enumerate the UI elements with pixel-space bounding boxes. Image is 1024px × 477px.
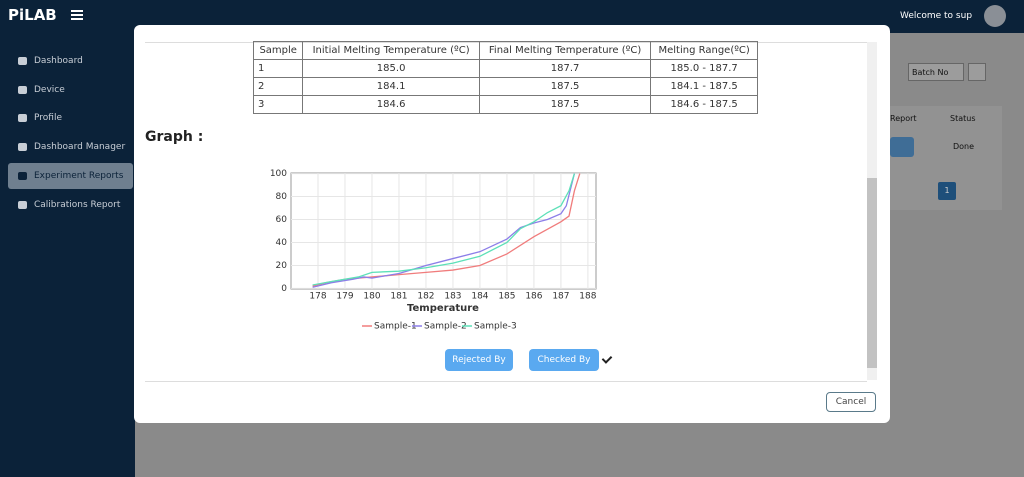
- x-tick-label: 184: [471, 292, 488, 302]
- x-tick-label: 181: [390, 292, 407, 302]
- legend-label: Sample-3: [474, 322, 517, 332]
- table-cell: 2: [252, 77, 304, 96]
- welcome-text: Welcome to sup: [900, 11, 973, 21]
- legend-label: Sample-2: [424, 322, 467, 332]
- status: Done: [953, 142, 975, 151]
- table-header: Melting Range(ºC): [650, 41, 758, 60]
- nav-label: Profile: [34, 113, 62, 123]
- x-tick-label: 186: [525, 292, 542, 302]
- nav-item[interactable]: Dashboard: [8, 48, 133, 74]
- table-cell: 1: [252, 59, 304, 78]
- y-tick-label: 80: [276, 192, 288, 202]
- legend-label: Sample-1: [374, 322, 417, 332]
- nav-item[interactable]: Profile: [8, 105, 133, 131]
- graph-heading: Graph :: [145, 129, 204, 145]
- table-cell: 187.5: [478, 95, 652, 114]
- rejected-button[interactable]: Rejected By: [445, 349, 513, 371]
- y-tick-label: 60: [276, 215, 288, 225]
- table-cell: 185.0: [302, 59, 480, 78]
- checked-button[interactable]: Checked By: [529, 349, 599, 371]
- x-tick-label: 185: [498, 292, 515, 302]
- chart: Temperature 0 20 40 60 80 100 178 179 180 181 182 1…: [270, 169, 597, 332]
- batch-select[interactable]: Batch No: [908, 63, 964, 81]
- nav-item[interactable]: Calibrations Report: [8, 192, 133, 218]
- table-header: Initial Melting Temperature (ºC): [302, 41, 480, 60]
- table-cell: 184.1 - 187.5: [650, 77, 758, 96]
- table-cell: 187.7: [478, 59, 652, 78]
- plot-area: [290, 172, 597, 290]
- series-line: [312, 173, 576, 288]
- x-tick-label: 179: [336, 292, 353, 302]
- table-cell: 185.0 - 187.7: [650, 59, 758, 78]
- x-tick-label: 188: [579, 292, 596, 302]
- x-tick-label: 183: [444, 292, 461, 302]
- x-axis-label: Temperature: [407, 303, 479, 314]
- table-cell: 184.6 - 187.5: [650, 95, 758, 114]
- nav-label: Dashboard: [34, 56, 83, 66]
- table-cell: 3: [252, 95, 304, 114]
- x-tick-label: 187: [552, 292, 569, 302]
- series-line: [312, 173, 576, 286]
- table-cell: 184.6: [302, 95, 480, 114]
- y-tick-label: 20: [276, 261, 288, 271]
- nav-label: Experiment Reports: [34, 171, 124, 181]
- nav-item[interactable]: Experiment Reports: [8, 163, 133, 189]
- avatar[interactable]: [984, 5, 1006, 27]
- x-tick-label: 182: [417, 292, 434, 302]
- brand: PiLAB: [8, 6, 57, 24]
- results-table: Sample Initial Melting Temperature (ºC) Fi…: [252, 41, 758, 114]
- sidebar: [0, 0, 135, 477]
- table-cell: 187.5: [478, 77, 652, 96]
- table-header: Sample: [252, 41, 304, 60]
- y-tick-label: 0: [281, 284, 287, 294]
- x-tick-label: 180: [363, 292, 380, 302]
- scrollbar[interactable]: [867, 42, 877, 380]
- nav-item[interactable]: Device: [8, 77, 133, 103]
- y-tick-label: 100: [270, 169, 287, 179]
- column-header: Report: [890, 114, 917, 123]
- y-tick-label: 40: [276, 238, 288, 248]
- nav-label: Dashboard Manager: [34, 142, 126, 152]
- table-header: Final Melting Temperature (ºC): [478, 41, 652, 60]
- nav-label: Device: [34, 85, 65, 95]
- cancel-button[interactable]: Cancel: [826, 392, 876, 412]
- column-header: Status: [950, 114, 976, 123]
- menu-toggle[interactable]: [71, 10, 83, 20]
- download-button[interactable]: [890, 137, 914, 157]
- page-button[interactable]: 1: [938, 182, 956, 200]
- nav-label: Calibrations Report: [34, 200, 121, 210]
- x-tick-label: 178: [309, 292, 326, 302]
- search-button[interactable]: [968, 63, 986, 81]
- nav-item[interactable]: Dashboard Manager: [8, 134, 133, 160]
- table-cell: 184.1: [302, 77, 480, 96]
